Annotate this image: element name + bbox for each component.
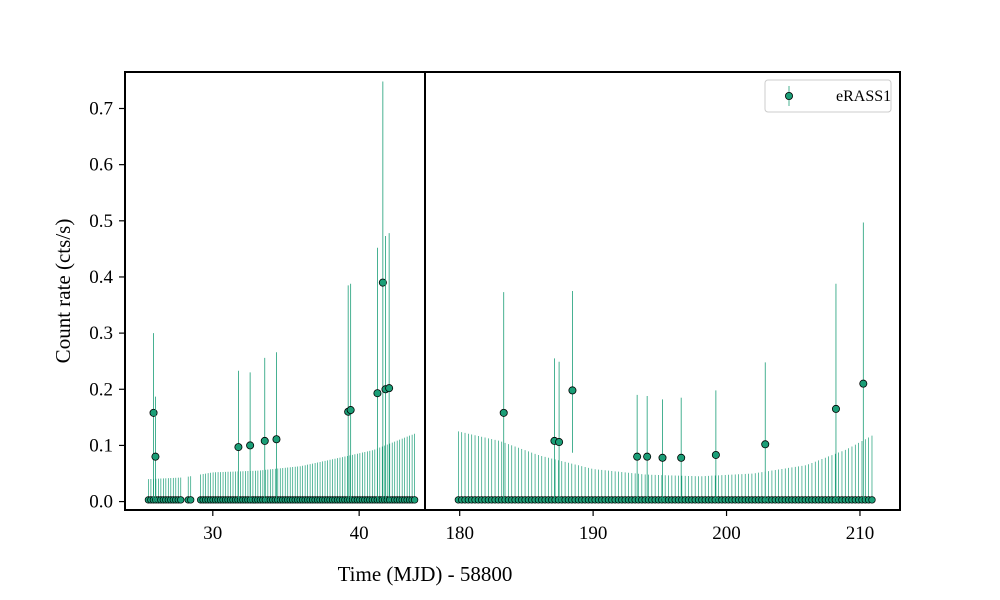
data-point <box>385 384 394 393</box>
panel-frame <box>124 71 426 511</box>
legend-label: eRASS1 <box>836 88 891 105</box>
y-tick-label: 0.0 <box>89 492 113 513</box>
y-tick-label: 0.3 <box>89 323 113 344</box>
data-point <box>633 452 642 461</box>
detection-points <box>149 81 394 502</box>
y-axis: 0.0 0.1 0.2 0.3 0.4 0.5 0.6 0.7 <box>89 99 125 513</box>
x-tick-label: 40 <box>350 523 369 544</box>
x-tick-label: 190 <box>579 523 608 544</box>
right-panel: 180 190 200 210 <box>424 71 901 544</box>
baseline-point <box>177 496 185 504</box>
baseline-point <box>187 496 195 504</box>
data-point <box>151 452 160 461</box>
data-point <box>499 408 508 417</box>
y-tick-label: 0.7 <box>89 99 113 120</box>
x-tick-label: 30 <box>203 523 222 544</box>
y-tick-label: 0.6 <box>89 155 113 176</box>
detection-points <box>499 222 868 502</box>
x-tick-label: 180 <box>445 523 474 544</box>
y-axis-label: Count rate (cts/s) <box>51 219 75 364</box>
y-tick-label: 0.4 <box>89 267 113 288</box>
baseline-point <box>410 496 419 504</box>
data-point <box>643 452 652 461</box>
y-tick-label: 0.1 <box>89 435 113 456</box>
data-point <box>346 406 355 415</box>
data-point <box>555 438 564 447</box>
baseline-points <box>454 431 876 504</box>
legend-marker <box>785 92 794 101</box>
data-point <box>260 436 269 445</box>
x-tick-label: 200 <box>712 523 741 544</box>
legend-frame <box>764 79 892 113</box>
baseline-points <box>144 433 419 504</box>
data-point <box>373 389 382 398</box>
data-point <box>149 408 158 417</box>
y-tick-label: 0.5 <box>89 211 113 232</box>
panel-frame <box>424 71 901 511</box>
left-panel: 30 40 <box>124 71 426 544</box>
data-point <box>568 386 577 395</box>
data-point <box>246 441 255 450</box>
legend: eRASS1 <box>764 79 892 113</box>
data-point <box>711 450 720 459</box>
x-axis-label: Time (MJD) - 58800 <box>338 562 513 586</box>
data-point <box>761 440 770 449</box>
data-point <box>658 453 667 462</box>
data-point <box>272 435 281 444</box>
data-point <box>859 379 868 388</box>
data-point <box>677 453 686 462</box>
data-point <box>234 443 243 452</box>
data-point <box>378 278 387 287</box>
baseline-point <box>868 496 876 504</box>
y-tick-label: 0.2 <box>89 379 113 400</box>
data-point <box>831 404 840 413</box>
x-tick-label: 210 <box>846 523 875 544</box>
